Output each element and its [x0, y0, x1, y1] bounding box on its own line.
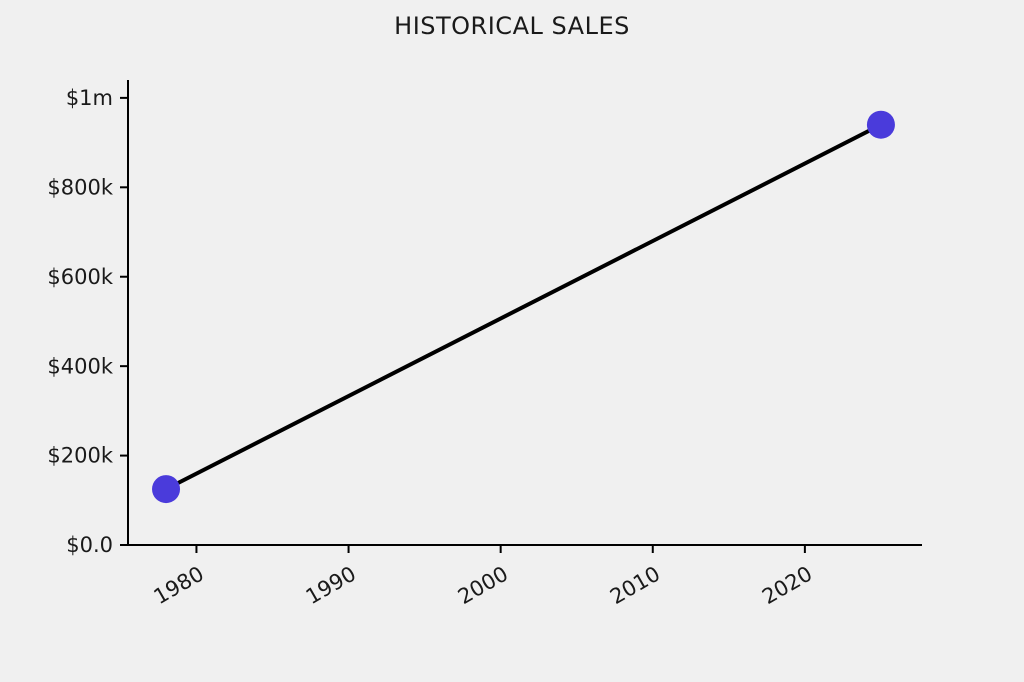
y-tick-label: $800k — [47, 175, 113, 199]
x-tick-label: 2000 — [454, 562, 512, 610]
y-tick-label: $200k — [47, 444, 113, 468]
x-tick-label: 2010 — [606, 562, 664, 610]
data-point-marker — [866, 110, 895, 139]
chart-title: HISTORICAL SALES — [394, 12, 630, 40]
y-tick-label: $400k — [47, 354, 113, 378]
x-tick-label: 1990 — [302, 562, 360, 610]
x-tick-label: 1980 — [150, 562, 208, 610]
y-tick-label: $1m — [66, 86, 113, 110]
data-point-marker — [152, 475, 181, 504]
sales-line — [165, 122, 882, 491]
x-tick-label: 2020 — [758, 562, 816, 610]
y-tick-label: $600k — [47, 265, 113, 289]
y-tick-label: $0.0 — [66, 533, 113, 557]
